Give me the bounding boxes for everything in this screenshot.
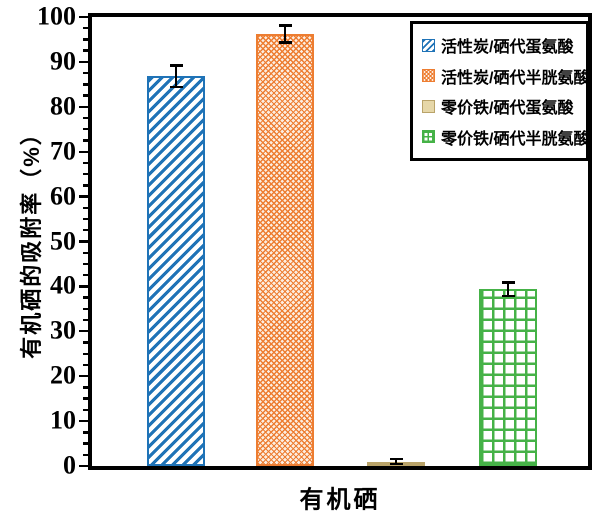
legend-item: 活性炭/硒代半胱氨酸	[422, 64, 589, 88]
y-minor-tick	[83, 453, 88, 456]
y-minor-tick	[83, 116, 88, 120]
y-major-tick	[79, 375, 88, 378]
legend-item: 零价铁/硒代半胱氨酸	[422, 125, 589, 149]
error-bar-cap	[169, 85, 183, 89]
y-minor-tick	[83, 71, 88, 75]
y-major-tick	[79, 60, 88, 64]
y-minor-tick	[83, 262, 88, 266]
legend-item-label: 活性炭/硒代半胱氨酸	[441, 69, 590, 87]
error-bar-line	[174, 65, 178, 88]
y-minor-tick	[83, 431, 88, 434]
error-bar-line	[283, 25, 287, 43]
y-minor-tick	[83, 408, 88, 412]
y-minor-tick	[83, 49, 88, 52]
y-tick-label: 70	[50, 136, 76, 166]
y-minor-tick	[83, 83, 88, 86]
y-minor-tick	[83, 318, 88, 322]
bar-zero-valent-iron-selenocysteine	[479, 289, 537, 466]
y-major-tick	[79, 330, 88, 333]
y-major-tick	[79, 105, 88, 108]
legend-item-label: 零价铁/硒代半胱氨酸	[441, 130, 590, 148]
legend-item: 活性炭/硒代蛋氨酸	[422, 33, 581, 57]
zero-valent-iron-selenocysteine-swatch-icon	[422, 130, 435, 144]
y-tick-label: 0	[63, 450, 76, 480]
y-minor-tick	[83, 94, 88, 97]
y-major-tick	[79, 240, 88, 243]
y-tick-label: 100	[37, 1, 76, 31]
y-minor-tick	[83, 296, 88, 299]
y-tick-label: 60	[50, 181, 76, 211]
y-minor-tick	[83, 442, 88, 445]
y-tick-label: 90	[50, 46, 76, 76]
y-minor-tick	[83, 217, 88, 221]
error-bar-cap	[501, 294, 515, 298]
y-major-tick	[79, 419, 88, 423]
y-minor-tick	[83, 352, 88, 355]
legend-item-label: 零价铁/硒代蛋氨酸	[441, 100, 574, 118]
y-minor-tick	[83, 38, 88, 41]
y-minor-tick	[83, 184, 88, 187]
error-bar-cap	[389, 457, 403, 460]
y-minor-tick	[83, 161, 88, 165]
y-minor-tick	[83, 27, 88, 30]
y-tick-label: 50	[50, 225, 76, 255]
x-axis-title: 有机硒	[299, 486, 381, 514]
error-bar-cap	[501, 281, 515, 284]
y-minor-tick	[83, 251, 88, 254]
error-bar-cap	[278, 41, 292, 44]
y-tick-label: 80	[50, 91, 76, 121]
y-minor-tick	[83, 172, 88, 176]
y-minor-tick	[83, 307, 88, 311]
y-minor-tick	[83, 139, 88, 142]
bar-activated-carbon-selenomethionine	[147, 76, 205, 466]
error-bar-cap	[169, 64, 183, 67]
y-minor-tick	[83, 273, 88, 277]
y-axis-title: 有机硒的吸附率（%）	[19, 121, 44, 359]
legend-item-label: 活性炭/硒代蛋氨酸	[441, 39, 574, 56]
y-minor-tick	[83, 397, 88, 400]
zero-valent-iron-selenomethionine-swatch-icon	[422, 99, 435, 113]
y-minor-tick	[83, 341, 88, 344]
y-major-tick	[79, 464, 88, 468]
y-major-tick	[79, 195, 88, 198]
bar-activated-carbon-selenocysteine	[256, 34, 314, 466]
y-tick-label: 30	[50, 315, 76, 345]
y-tick-label: 10	[50, 405, 76, 435]
y-major-tick	[79, 285, 88, 288]
error-bar-line	[506, 282, 510, 296]
error-bar-cap	[389, 463, 403, 466]
activated-carbon-selenocysteine-swatch-icon	[422, 69, 435, 83]
error-bar-cap	[278, 24, 292, 27]
y-minor-tick	[83, 386, 88, 389]
activated-carbon-selenomethionine-swatch-icon	[422, 38, 435, 52]
y-tick-label: 40	[50, 270, 76, 300]
y-minor-tick	[83, 206, 88, 210]
legend: 活性炭/硒代蛋氨酸 活性炭/硒代半胱氨酸 零价铁/硒代蛋氨酸 零价铁/硒代半胱氨酸	[410, 21, 589, 161]
legend-item: 零价铁/硒代蛋氨酸	[422, 94, 581, 118]
y-major-tick	[79, 150, 88, 153]
y-minor-tick	[83, 128, 88, 131]
y-tick-label: 20	[50, 360, 76, 390]
y-major-tick	[79, 15, 88, 19]
y-minor-tick	[83, 363, 88, 367]
y-minor-tick	[83, 229, 88, 232]
error-bar-line	[394, 458, 398, 465]
